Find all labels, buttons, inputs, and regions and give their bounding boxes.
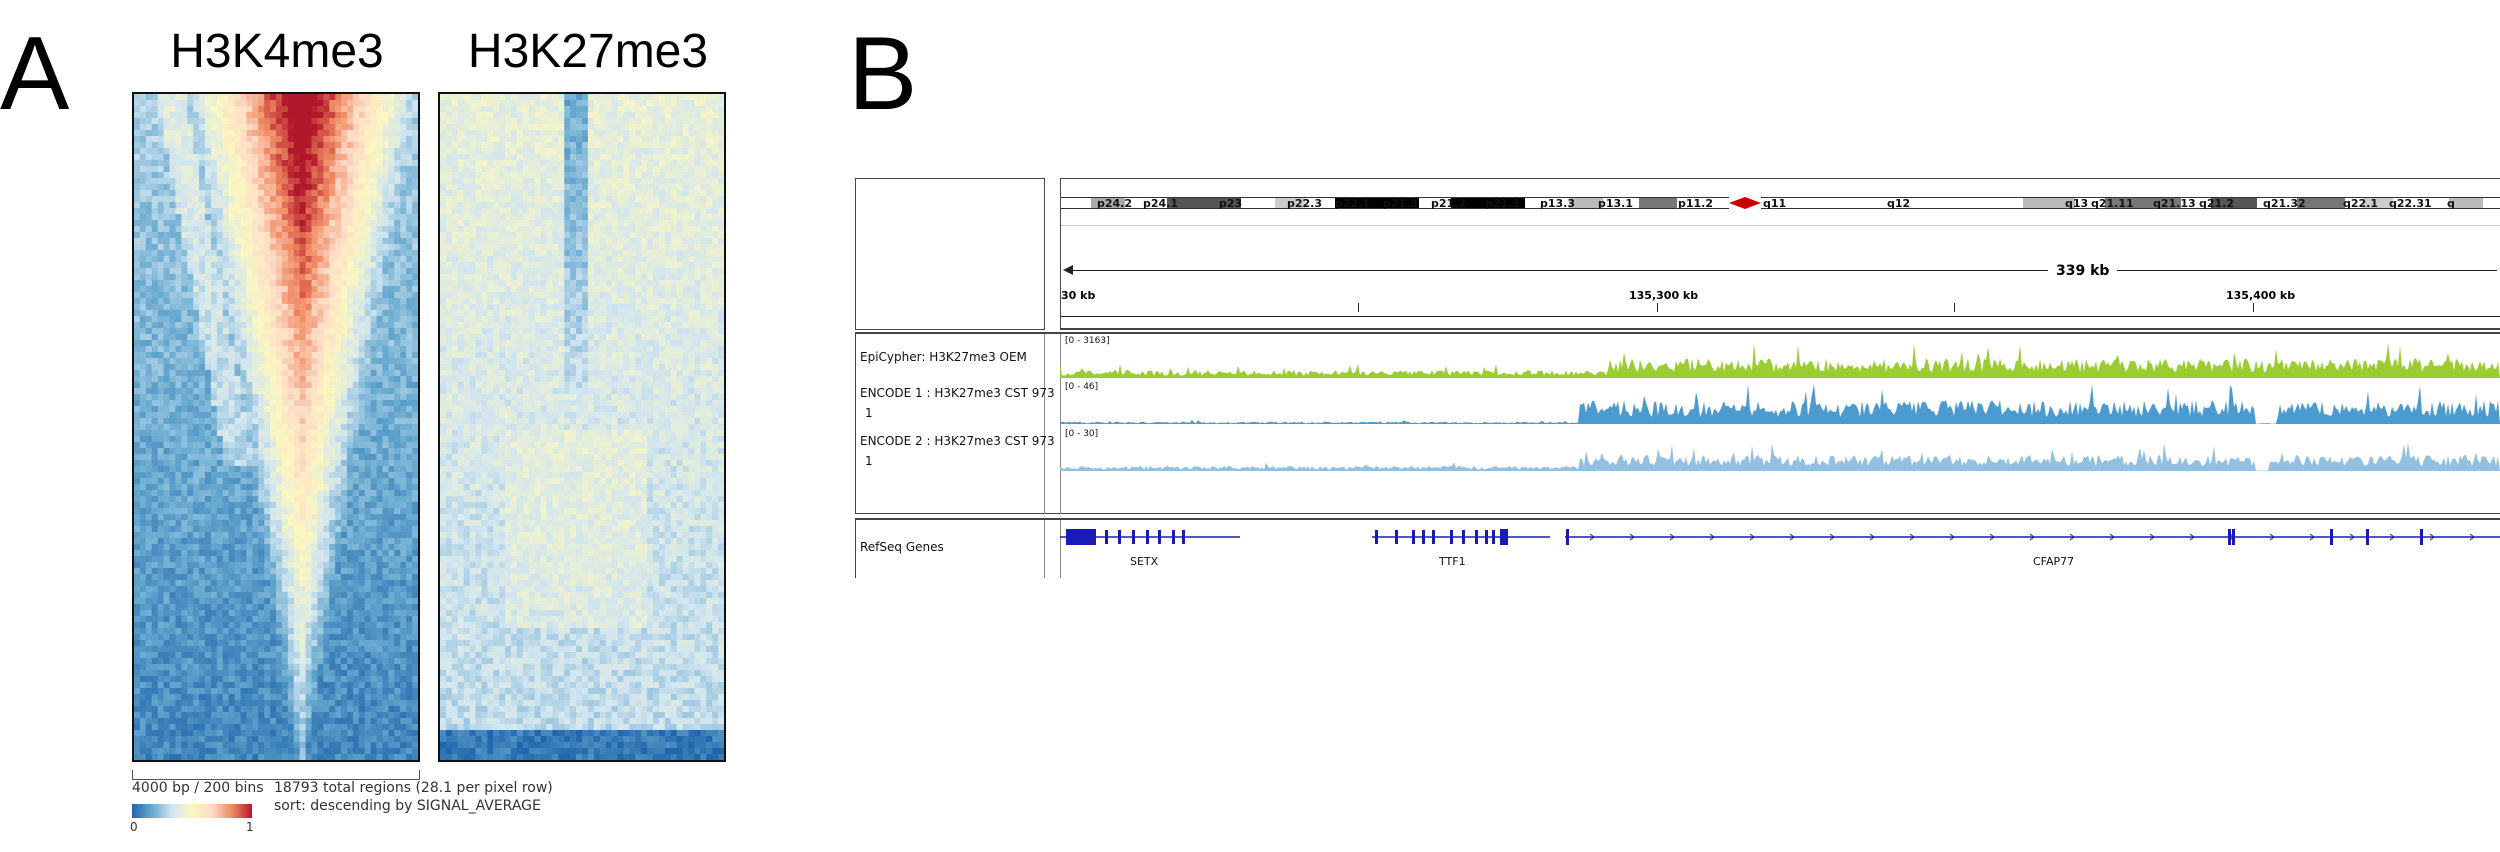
cytoband-label: q22.31 — [2389, 197, 2432, 210]
cytoband[interactable] — [1091, 197, 1125, 209]
cytoband[interactable] — [2257, 197, 2297, 209]
gene-label-ttf1[interactable]: TTF1 — [1439, 555, 1466, 568]
cytoband[interactable] — [2075, 197, 2105, 209]
panel-a-letter: A — [0, 16, 70, 132]
gene-label-cfap77[interactable]: CFAP77 — [2033, 555, 2075, 568]
cytoband-label: q11 — [1763, 197, 1787, 210]
cytoband-label: q21.11 — [2091, 197, 2134, 210]
cytoband-label: p22.3 — [1287, 197, 1323, 210]
cytoband[interactable] — [2211, 197, 2257, 209]
cytoband[interactable] — [1335, 197, 1419, 209]
cytoband[interactable] — [1125, 197, 1167, 209]
cytoband-label: p21.2 — [1431, 197, 1467, 210]
cytoband[interactable] — [1569, 197, 1603, 209]
cytoband-label: q21.32 — [2263, 197, 2306, 210]
track-name-encode2[interactable]: ENCODE 2 : H3K27me3 CST 973 — [860, 434, 1055, 448]
cytoband[interactable] — [2181, 197, 2211, 209]
track-name-encode1[interactable]: ENCODE 1 : H3K27me3 CST 973 — [860, 386, 1055, 400]
cytoband[interactable] — [1167, 197, 1241, 209]
regions-label: 18793 total regions (28.1 per pixel row) — [274, 780, 553, 796]
heatmap-title-h3k4me3: H3K4me3 — [170, 25, 384, 78]
cytoband-label: p21.3 — [1383, 197, 1419, 210]
cytoband[interactable] — [1305, 197, 1335, 209]
gene-track-name-panel — [855, 520, 1045, 578]
cytoband[interactable] — [2483, 197, 2500, 209]
cytoband[interactable] — [1677, 197, 1729, 209]
heatmap-h3k4me3 — [132, 92, 420, 762]
cytoband[interactable] — [2449, 197, 2483, 209]
cytoband-label: p22.1 — [1335, 197, 1371, 210]
cytoband-label: q12 — [1887, 197, 1911, 210]
cytoband[interactable] — [2393, 197, 2449, 209]
ruler-tick-label-0: 30 kb — [1061, 289, 1096, 302]
igv-header-name-panel — [855, 178, 1045, 330]
colorbar-min-label: 0 — [130, 820, 138, 834]
cytoband[interactable] — [1419, 197, 1451, 209]
colorbar-max-label: 1 — [246, 820, 254, 834]
cytoband-label: p24.2 — [1097, 197, 1133, 210]
cytoband-label: p21.1 — [1485, 197, 1521, 210]
cytoband-label: p11.2 — [1678, 197, 1714, 210]
panel-b-letter: B — [848, 16, 918, 132]
cytoband[interactable] — [1241, 197, 1275, 209]
ruler-tick — [1954, 303, 1955, 312]
sort-label: sort: descending by SIGNAL_AVERAGE — [274, 798, 541, 814]
colorbar — [132, 804, 252, 818]
cytoband[interactable] — [1603, 197, 1639, 209]
cytoband[interactable] — [1275, 197, 1305, 209]
cytoband-label: p13.3 — [1540, 197, 1576, 210]
scale-bar — [132, 770, 420, 780]
cytoband-label: q13 — [2065, 197, 2089, 210]
arrow-left-icon — [1063, 265, 1073, 275]
track-name-panel — [855, 334, 1045, 514]
cytoband-label: q21.2 — [2199, 197, 2235, 210]
scale-label: 4000 bp / 200 bins — [132, 780, 264, 796]
cytoband[interactable] — [1061, 197, 1091, 209]
track-name-encode1-sub: 1 — [865, 406, 873, 420]
track-name-refseq[interactable]: RefSeq Genes — [860, 540, 944, 554]
track-range-epicypher: [0 - 3163] — [1065, 336, 1110, 346]
ruler-tick-label-1: 135,300 kb — [1629, 289, 1699, 302]
cytoband[interactable] — [2345, 197, 2363, 209]
ruler-tick-label-2: 135,400 kb — [2226, 289, 2296, 302]
chromosome-ideogram — [1061, 197, 2500, 211]
cytoband[interactable] — [2023, 197, 2075, 209]
span-label: 339 kb — [2048, 263, 2118, 279]
cytoband-label: q — [2447, 197, 2455, 210]
ruler-tick — [1358, 303, 1359, 312]
cytoband[interactable] — [1525, 197, 1569, 209]
divider — [1061, 225, 2500, 226]
heatmap-h3k27me3 — [438, 92, 726, 762]
cytoband-label: q21.13 — [2153, 197, 2196, 210]
cytoband-label: p13.1 — [1598, 197, 1634, 210]
track-name-encode2-sub: 1 — [865, 454, 873, 468]
gene-track-panel: RefSeq Genes SETX TTF1 CFAP77 — [855, 518, 2500, 578]
track-range-encode2: [0 - 30] — [1065, 429, 1099, 439]
cytoband[interactable] — [2297, 197, 2345, 209]
cytoband[interactable] — [2105, 197, 2181, 209]
ruler-tick — [2253, 303, 2254, 312]
cytoband[interactable] — [2363, 197, 2393, 209]
cytoband-label: q22.1 — [2343, 197, 2379, 210]
span-arrow-line — [1067, 270, 2497, 271]
track-range-encode1: [0 - 46] — [1065, 382, 1099, 392]
cytoband-label: p23 — [1219, 197, 1243, 210]
ruler-baseline — [1061, 316, 2500, 317]
heatmap-title-h3k27me3: H3K27me3 — [467, 25, 709, 78]
gene-label-setx[interactable]: SETX — [1130, 555, 1159, 568]
cytoband[interactable] — [1981, 197, 2023, 209]
cytoband[interactable] — [1451, 197, 1525, 209]
igv-header-ruler-panel: p24.2 p24.1 p23 p22.3 p22.1 p21.3 p21.2 p21.1 p1… — [1060, 178, 2500, 330]
gene-models — [1060, 529, 2500, 545]
ruler-tick — [1657, 303, 1658, 312]
cytoband-label: p24.1 — [1143, 197, 1179, 210]
track-name-epicypher[interactable]: EpiCypher: H3K27me3 OEM — [860, 350, 1027, 364]
data-track-panel: EpiCypher: H3K27me3 OEM ENCODE 1 : H3K27… — [855, 332, 2500, 514]
cytoband[interactable] — [1639, 197, 1677, 209]
cytoband[interactable] — [1761, 197, 1981, 209]
signal-tracks — [1060, 342, 2500, 471]
